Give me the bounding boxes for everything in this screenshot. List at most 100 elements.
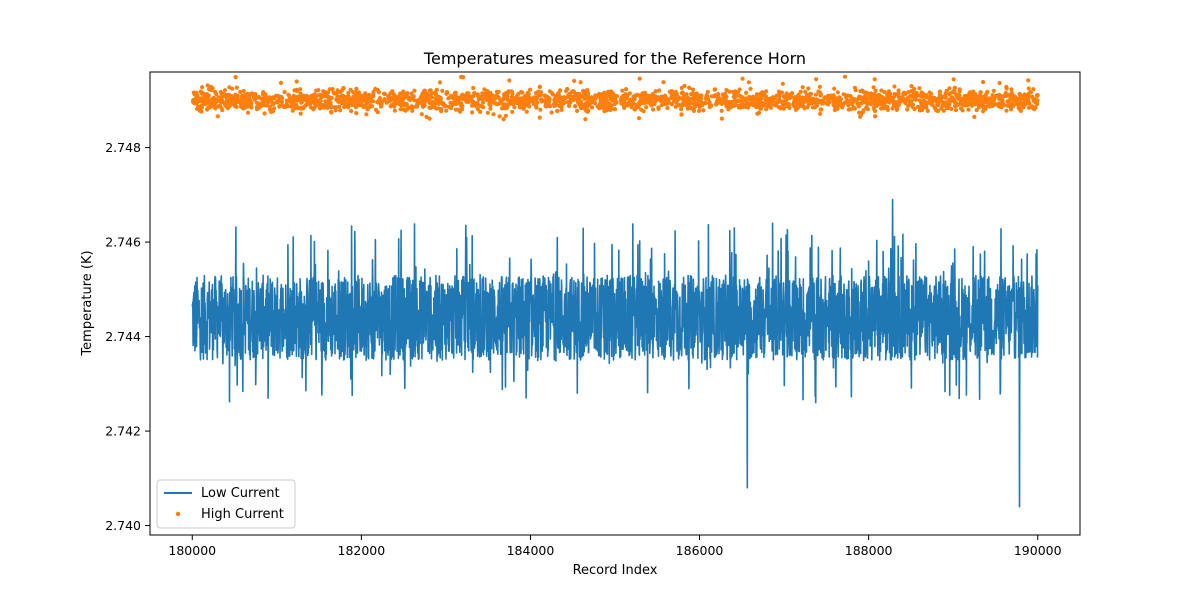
chart-title: Temperatures measured for the Reference … [423,49,806,68]
high-current-point [364,105,369,110]
high-current-point [270,95,276,100]
high-current-point [427,116,432,121]
high-current-point [818,111,823,116]
high-current-point [563,96,568,101]
high-current-point [453,90,458,95]
high-current-point [1026,86,1031,91]
high-current-point [750,98,755,103]
high-current-point [585,109,590,114]
high-current-point [428,88,433,93]
high-current-point [422,97,427,102]
high-current-point [939,99,944,104]
high-current-point [943,91,948,96]
high-current-point [947,102,952,107]
high-current-point [560,100,565,105]
high-current-point [744,90,749,95]
high-current-point [620,88,625,93]
high-current-point [905,95,910,100]
high-current-point [368,103,373,108]
high-current-point [539,97,544,102]
high-current-point [267,104,272,109]
high-current-point [686,103,691,108]
low-current-line [191,198,1039,508]
high-current-point [502,96,507,101]
high-current-point [1034,93,1040,98]
high-current-point [736,98,741,103]
high-current-point [292,98,297,104]
high-current-point [756,110,762,115]
high-current-point [937,89,943,94]
high-current-point [287,93,292,98]
high-current-point [657,88,662,93]
high-current-point [518,98,524,103]
high-current-point [650,100,655,106]
high-current-point [496,101,501,106]
y-tick-label: 2.742 [105,424,141,439]
high-current-point [892,84,897,89]
high-current-point [800,85,805,90]
high-current-point [680,90,685,95]
high-current-point [692,104,698,109]
high-current-point [333,105,339,110]
high-current-point [373,86,378,91]
high-current-point [336,99,341,104]
high-current-point [611,94,616,100]
high-current-point [485,110,490,115]
high-current-point [877,98,882,103]
high-current-point [298,87,303,92]
high-current-point [641,109,646,114]
high-current-point [537,84,542,89]
series-low-current [191,198,1039,508]
high-current-point [267,96,272,101]
high-current-point [928,101,934,106]
high-current-point [906,103,911,108]
high-current-point [632,107,638,112]
high-current-point [1018,108,1023,113]
high-current-point [558,104,563,109]
high-current-point [901,91,906,96]
high-current-point [584,96,590,101]
high-current-point [740,76,745,81]
high-current-point [818,93,823,98]
high-current-point [538,90,544,95]
high-current-point [784,91,789,96]
high-current-point [284,102,289,107]
high-current-point [800,102,805,107]
high-current-point [346,105,351,110]
high-current-point [333,108,338,113]
high-current-point [290,108,295,113]
high-current-point [1021,105,1026,110]
high-current-point [957,93,962,98]
high-current-point [599,97,604,102]
high-current-point [274,99,280,104]
high-current-point [556,91,561,96]
high-current-point [424,114,429,119]
high-current-point [356,90,362,95]
high-current-point [748,86,753,91]
high-current-point [898,96,903,101]
high-current-point [809,98,814,103]
plot-area [191,74,1040,508]
high-current-point [989,95,994,101]
high-current-point [887,100,892,105]
high-current-point [624,87,629,92]
high-current-point [353,90,358,95]
high-current-point [1023,99,1028,104]
high-current-point [332,91,337,96]
high-current-point [806,99,811,104]
high-current-point [697,108,702,113]
high-current-point [361,104,366,110]
high-current-point [467,98,472,103]
high-current-point [277,104,282,109]
high-current-point [852,106,857,111]
high-current-point [905,107,910,112]
high-current-point [643,100,649,105]
high-current-point [531,96,536,101]
high-current-point [798,89,803,94]
high-current-point [249,105,254,110]
high-current-point [278,80,284,85]
high-current-point [997,96,1002,101]
high-current-point [770,95,776,100]
high-current-point [294,87,299,92]
high-current-point [963,102,968,107]
